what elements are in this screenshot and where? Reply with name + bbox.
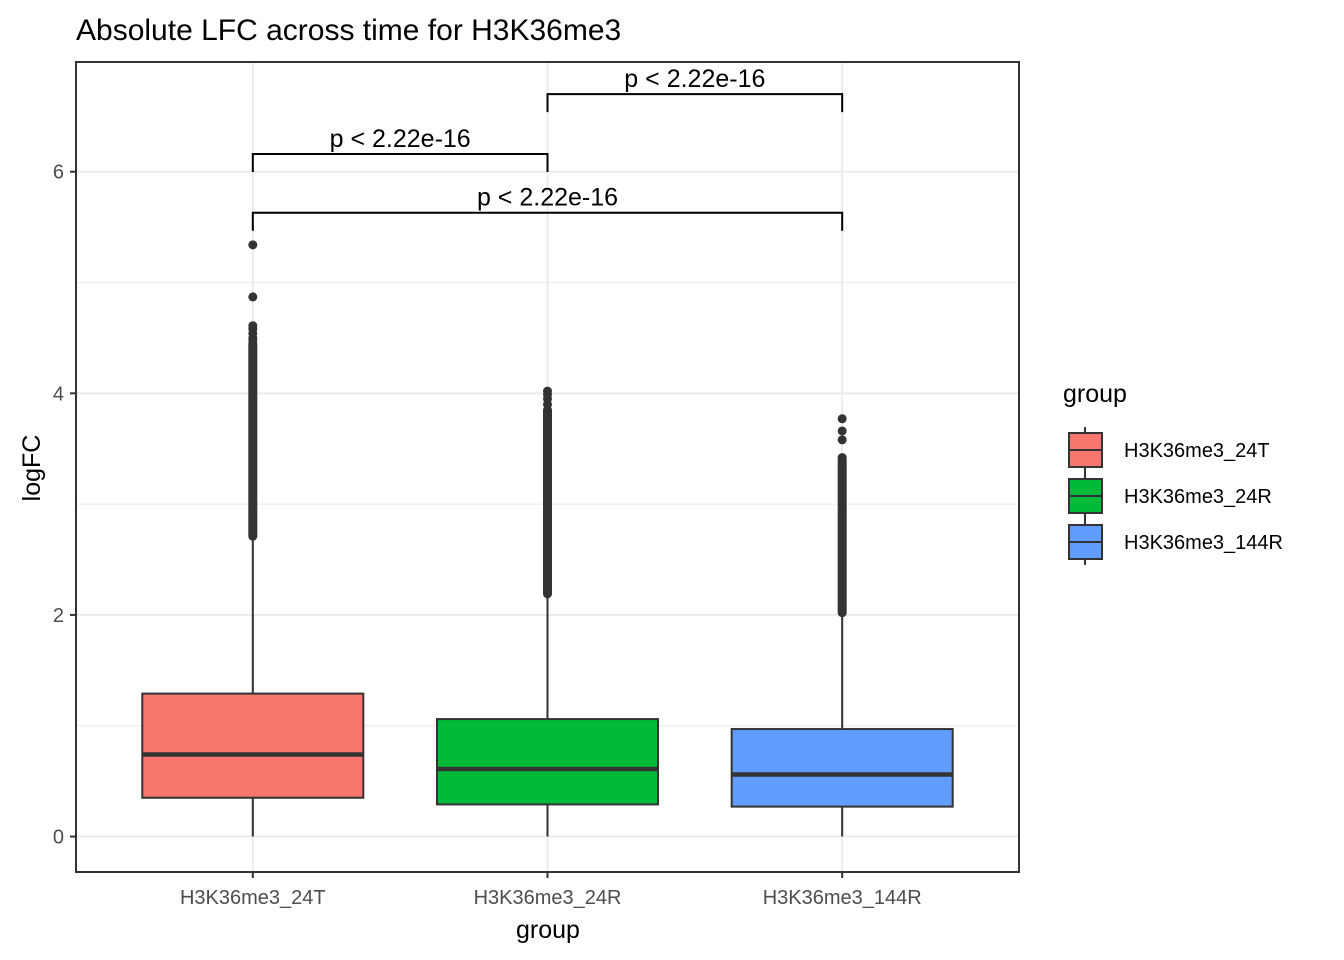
outlier-point [837,435,847,445]
p-value-label: p < 2.22e-16 [624,65,765,93]
comparison-bracket: p < 2.22e-16 [546,65,844,113]
outlier-point [837,426,847,436]
box-H3K36me3_24R [435,386,660,837]
chart-title: Absolute LFC across time for H3K36me3 [76,14,621,47]
box-H3K36me3_144R [730,414,954,837]
legend: group H3K36me3_24T H3K36me3_24R H3K36me3_1… [1063,380,1283,565]
y-tick-label: 0 [53,827,64,849]
legend-title: group [1063,380,1127,408]
legend-item: H3K36me3_24T [1068,427,1270,473]
box-body [730,728,954,808]
y-axis: 0 2 4 6 [53,162,76,849]
legend-label: H3K36me3_144R [1124,532,1283,554]
outlier-point [248,240,258,250]
comparison-bracket: p < 2.22e-16 [251,184,844,231]
bracket-line [546,93,844,113]
bracket-line [251,211,844,231]
outlier-point [837,414,847,424]
bracket-line [251,152,549,172]
legend-label: H3K36me3_24T [1124,440,1270,462]
x-tick-label: H3K36me3_24R [474,887,622,909]
x-tick-label: H3K36me3_24T [180,887,326,909]
p-value-label: p < 2.22e-16 [330,125,471,153]
x-axis: H3K36me3_24T H3K36me3_24R H3K36me3_144R [180,872,922,909]
outlier-point [248,321,258,331]
legend-label: H3K36me3_24R [1124,486,1272,508]
box-H3K36me3_24T [141,240,365,837]
legend-item: H3K36me3_144R [1068,519,1283,565]
y-tick-label: 6 [53,162,64,184]
legend-item: H3K36me3_24R [1068,473,1272,519]
p-value-label: p < 2.22e-16 [477,184,618,212]
plot-panel: p < 2.22e-16 p < 2.22e-16 p < 2.22e-16 [75,61,1020,873]
y-tick-label: 2 [53,605,64,627]
y-axis-title: logFC [18,435,46,502]
x-axis-title: group [516,916,580,944]
x-tick-label: H3K36me3_144R [763,887,922,909]
comparison-bracket: p < 2.22e-16 [251,125,549,172]
outlier-point [248,292,258,302]
box-body [435,718,660,806]
box-body [141,692,365,799]
outlier-point [543,386,552,396]
y-tick-label: 4 [53,383,64,405]
